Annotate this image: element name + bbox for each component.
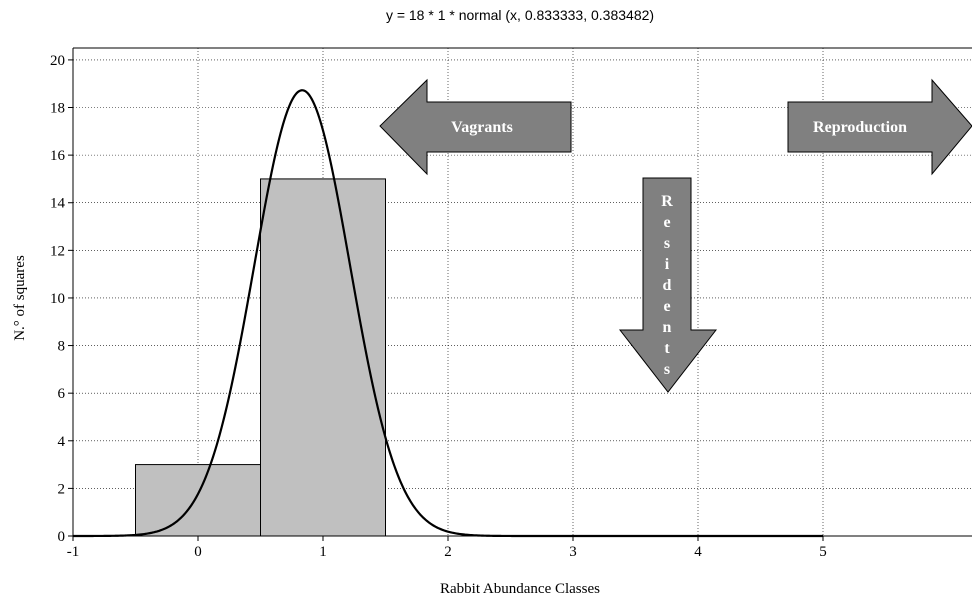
chart-title: y = 18 * 1 * normal (x, 0.833333, 0.3834… bbox=[386, 7, 654, 23]
arrow-label-letter: t bbox=[664, 340, 670, 357]
arrow-label-letter: n bbox=[663, 319, 672, 336]
arrow-label-letter: s bbox=[664, 361, 670, 378]
y-tick-label: 18 bbox=[50, 101, 65, 117]
arrow-label-letter: s bbox=[664, 235, 670, 252]
bar-0 bbox=[135, 464, 261, 537]
x-tick-label: 2 bbox=[444, 544, 452, 560]
x-tick-label: -1 bbox=[67, 544, 80, 560]
x-axis-label: Rabbit Abundance Classes bbox=[440, 581, 600, 597]
x-tick-label: 1 bbox=[319, 544, 327, 560]
x-tick-label: 4 bbox=[694, 544, 702, 560]
arrow-label-reproduction: Reproduction bbox=[813, 119, 907, 136]
y-tick-label: 2 bbox=[58, 481, 66, 497]
arrow-vagrants bbox=[379, 78, 572, 176]
y-tick-label: 6 bbox=[58, 386, 66, 402]
axes bbox=[72, 47, 972, 537]
arrow-reproduction bbox=[787, 78, 972, 176]
x-tick-label: 3 bbox=[569, 544, 577, 560]
y-axis-label: N.° of squares bbox=[12, 255, 28, 341]
y-tick-label: 16 bbox=[50, 148, 66, 164]
arrow-label-letter: R bbox=[661, 193, 673, 210]
y-tick-label: 14 bbox=[50, 196, 66, 212]
arrow-label-letter: d bbox=[663, 277, 672, 294]
y-tick-label: 8 bbox=[58, 339, 66, 355]
y-tick-label: 4 bbox=[58, 434, 66, 450]
y-tick-label: 0 bbox=[58, 529, 66, 545]
arrow-label-letter: i bbox=[665, 256, 670, 273]
y-tick-label: 10 bbox=[50, 291, 65, 307]
arrow-label-letter: e bbox=[663, 214, 670, 231]
arrow-residents bbox=[618, 177, 718, 393]
arrow-label-letter: e bbox=[663, 298, 670, 315]
x-tick-label: 0 bbox=[194, 544, 202, 560]
arrow-label-vagrants: Vagrants bbox=[451, 119, 513, 136]
y-tick-label: 20 bbox=[50, 53, 65, 69]
y-tick-label: 12 bbox=[50, 243, 65, 259]
x-tick-label: 5 bbox=[819, 544, 827, 560]
